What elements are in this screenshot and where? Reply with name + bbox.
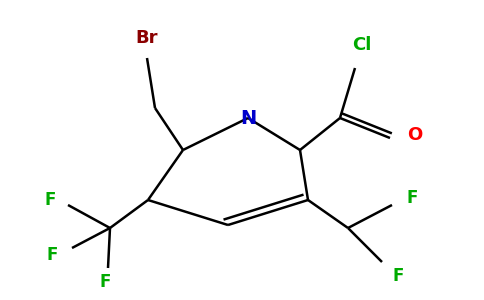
Text: F: F <box>406 189 418 207</box>
Text: F: F <box>393 267 404 285</box>
Text: N: N <box>240 109 256 128</box>
Text: O: O <box>408 126 423 144</box>
Text: F: F <box>99 273 111 291</box>
Text: F: F <box>46 246 58 264</box>
Text: F: F <box>45 191 56 209</box>
Text: Br: Br <box>136 29 158 47</box>
Text: Cl: Cl <box>352 36 372 54</box>
